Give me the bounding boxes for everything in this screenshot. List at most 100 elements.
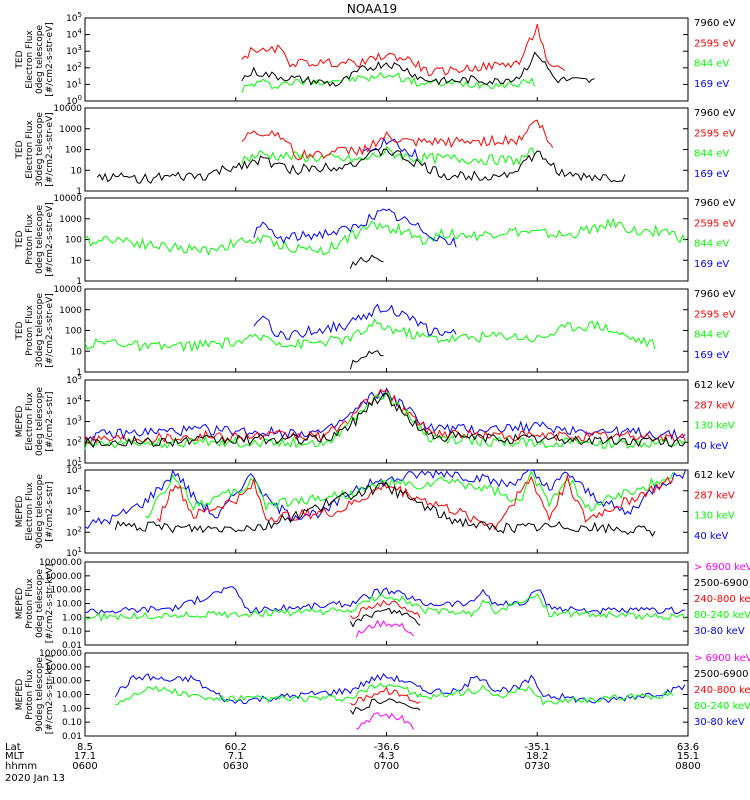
y-axis-label: MEPED [15,679,25,711]
y-axis-label: MEPED [15,496,25,528]
y-axis-label: MEPED [15,588,25,620]
legend-entry: 844 eV [694,59,729,70]
panel-frame [84,652,689,737]
legend: > 6900 keV 2500-6900 240-800 keV 80-240 keV… [694,562,750,637]
time-axis-value: 0600 [72,761,97,772]
time-axis-value: 0730 [525,761,550,772]
y-tick-label: 1 [76,277,82,287]
y-axis-label: [#/cm2-s-str] [45,391,55,451]
y-axis-label: [#/cm2-s-str-eV] [45,202,55,277]
y-tick-label: 103 [66,415,82,428]
y-axis-label: Proton Flux [25,305,35,356]
time-axis: Lat 8.5 60.2 -36.6 -35.1 63.6 MLT 17.1 7.1 4.3 18.… [5,742,701,772]
y-axis-label: Proton Flux [25,669,35,720]
series-line [349,698,421,716]
panel-2: 1 10 100 1000 10000 TED Electron Flux 30deg tel… [15,104,736,197]
y-axis-label: [#/cm2-s-str-keV] [45,655,55,734]
y-axis-label: Electron Flux [25,392,35,451]
y-tick-label: 10 [71,347,83,357]
figure-title: NOAA19 [347,2,397,16]
legend: > 6900 keV 2500-6900 240-800 keV 80-240 keV… [694,653,750,728]
legend: 7960 eV 2595 eV 844 eV 169 eV [694,289,736,361]
legend-entry: 80-240 keV [694,701,750,712]
panel-1: 100 101 102 103 104 105 TED Electron Flux 0deg t… [15,11,736,107]
legend-entry: 287 keV [694,490,735,501]
y-tick-label: 104 [66,28,82,41]
y-tick-label: 10000.00 [39,558,82,568]
series-line [349,599,421,620]
y-tick-label: 10000.00 [39,649,82,659]
legend-entry: 80-240 keV [694,610,750,621]
legend-entry: 844 eV [694,239,729,250]
legend-entry: 169 eV [694,79,729,90]
y-tick-label: 101 [66,77,82,90]
legend-entry: 40 keV [694,441,728,452]
series-line [253,303,457,340]
series-line [241,119,554,161]
series-line [115,682,674,706]
series-line [356,712,415,730]
y-axis-label: 30deg telescope [35,293,45,368]
y-tick-label: 10000 [53,285,82,295]
y-tick-label: 100 [65,236,82,246]
series-line [84,592,686,622]
y-tick-label: 0.10 [62,627,82,637]
panel-8: 0.01 0.10 1.00 10.00 100.00 1000.00 10000.00 ME… [15,649,750,742]
legend-entry: 2595 eV [694,128,736,139]
y-tick-label: 105 [66,463,82,476]
series-line [241,23,566,77]
panel-6: 101 102 103 104 105 MEPED Electron Flux 90deg t… [15,463,735,559]
time-axis-value: 60.2 [225,742,247,753]
legend-entry: 240-800 keV [694,685,750,696]
legend-entry: 2500-6900 [694,578,749,589]
y-axis-label: 0deg telescope [35,569,45,639]
y-tick-label: 102 [66,61,82,74]
y-tick-label: 102 [66,525,82,538]
time-axis-value: 18.2 [526,751,548,762]
y-tick-label: 100.00 [51,677,83,687]
panel-7: 0.01 0.10 1.00 10.00 100.00 1000.00 10000.00 ME… [15,558,750,651]
series-line [84,388,686,444]
y-tick-label: 1000 [59,125,82,135]
legend-entry: 40 keV [694,531,728,542]
y-axis-label: 0deg telescope [35,25,45,95]
legend-entry: 2595 eV [694,38,736,49]
y-tick-label: 102 [66,435,82,448]
y-axis-label: Proton Flux [25,214,35,265]
y-tick-label: 0.10 [62,718,82,728]
time-axis-value: 0630 [223,761,248,772]
time-axis-row-label: hhmm [5,761,37,772]
legend: 7960 eV 2595 eV 844 eV 169 eV [694,108,736,180]
legend-entry: 7960 eV [694,18,736,29]
series-line [114,672,686,705]
y-tick-label: 100 [65,146,82,156]
time-axis-value: 15.1 [677,751,699,762]
legend-entry: > 6900 keV [694,653,750,664]
series-line [362,136,421,162]
series-line [84,318,656,353]
y-tick-label: 0.01 [62,732,82,742]
legend-entry: 844 eV [694,149,729,160]
y-tick-label: 1 [76,368,82,378]
legend-entry: 7960 eV [694,289,736,300]
time-axis-value: 8.5 [77,742,93,753]
panel-5: 101 102 103 104 105 MEPED Electron Flux 0deg te… [15,373,735,469]
time-axis-value: 17.1 [74,751,96,762]
legend-entry: 2595 eV [694,218,736,229]
series-line [84,469,686,529]
legend-entry: 130 keV [694,421,735,432]
y-axis-label: [#/cm2-s-str-eV] [45,112,55,187]
legend-entry: 7960 eV [694,108,736,119]
y-axis-label: 0deg telescope [35,205,45,275]
series-line [241,51,595,87]
y-axis-label: [#/cm2-s-str] [45,481,55,541]
time-axis-value: 63.6 [677,742,699,753]
series-line [349,607,421,628]
time-axis-value: -36.6 [374,742,400,753]
y-tick-label: 104 [66,394,82,407]
y-axis-label: MEPED [15,406,25,438]
y-axis-label: TED [15,50,25,69]
time-axis-value: 0800 [675,761,700,772]
series-line [84,217,686,256]
